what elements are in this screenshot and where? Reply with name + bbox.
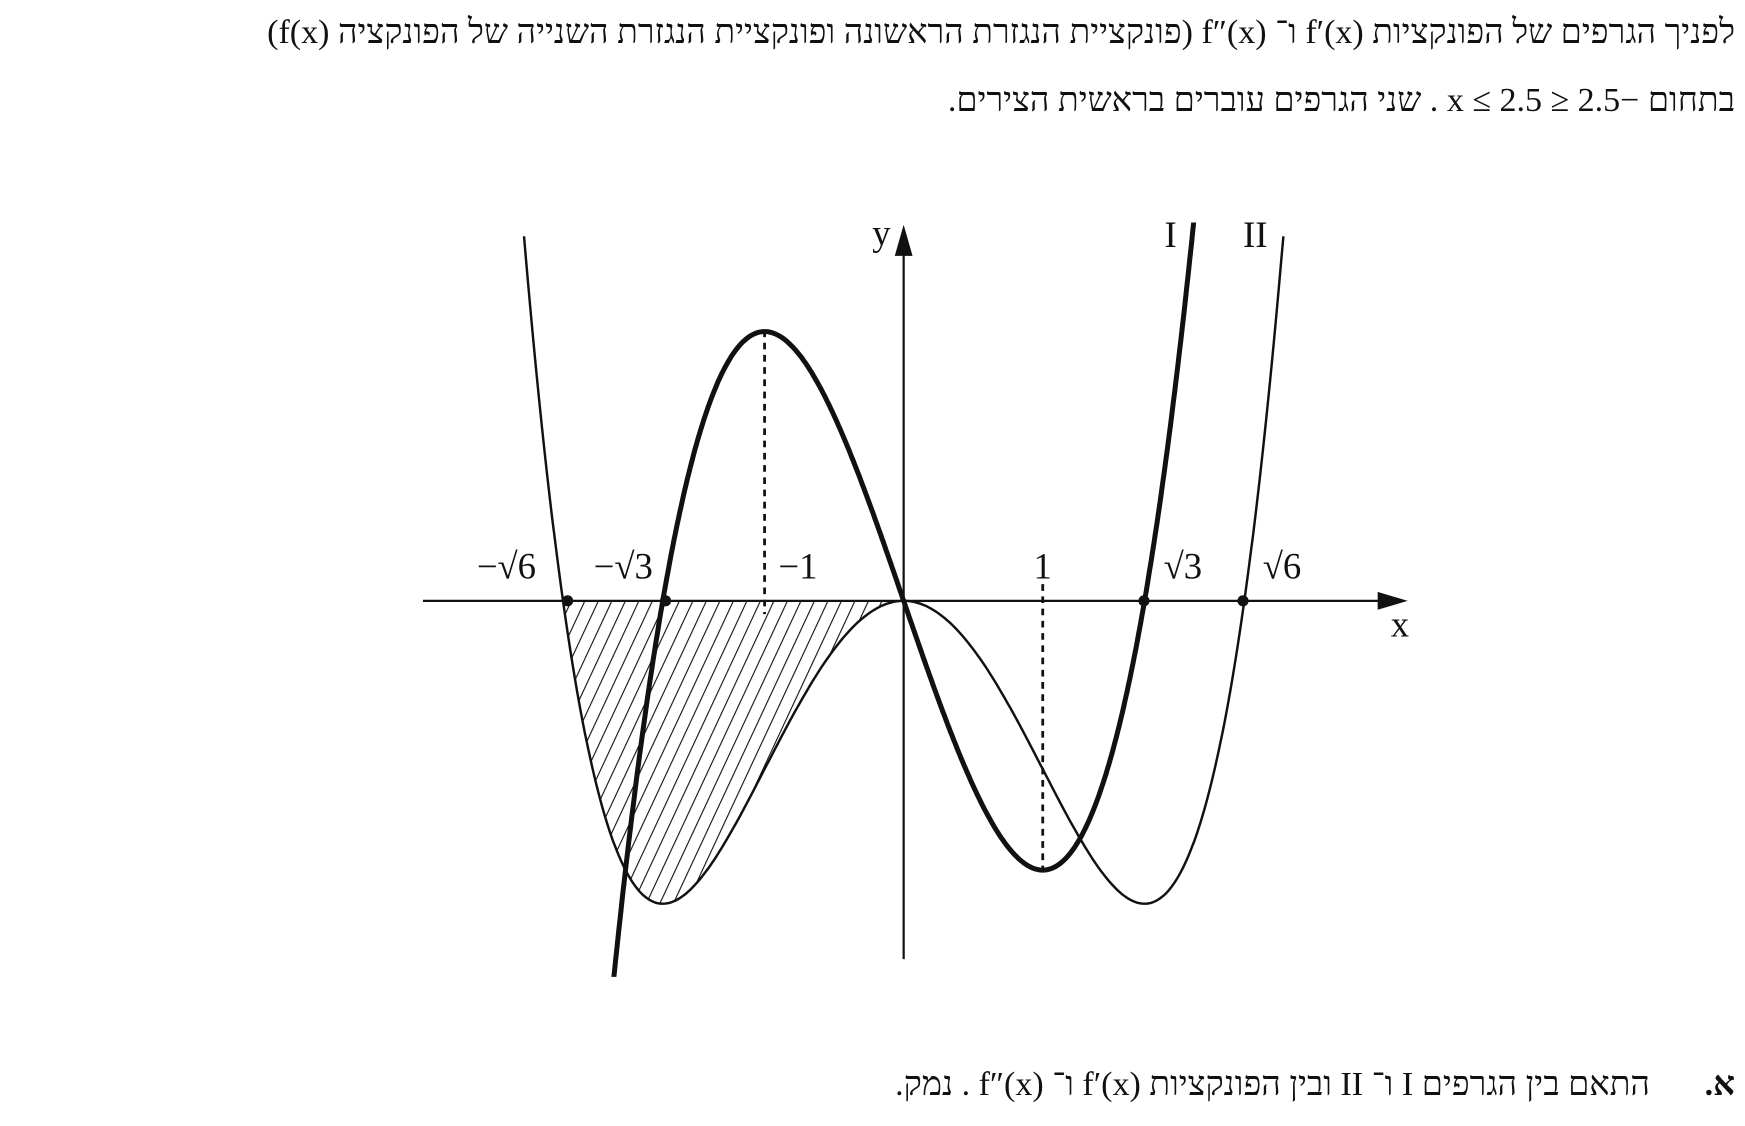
point [659,595,672,607]
curve-i [611,222,1197,977]
tick-label: −√6 [477,546,536,587]
hatched-area [562,600,904,904]
question-text: התאם בין הגרפים I ו־ II ובין הפונקציות f… [895,1066,1650,1103]
tick-label: −√3 [594,546,653,587]
y-arrow [894,224,913,256]
tick-label: √6 [1263,546,1302,587]
curve-label: I [1165,214,1177,255]
curve-label: II [1243,214,1267,255]
intro-line: לפניך הגרפים של הפונקציות f′(x) ו־ f″(x)… [267,14,1735,51]
intro-line: בתחום −2.5 ≤ x ≤ 2.5 . שני הגרפים עוברים… [947,82,1735,119]
point [1237,595,1249,607]
tick-label: 1 [1034,546,1052,587]
x-arrow [1377,591,1408,610]
question-marker: א. [1704,1066,1735,1103]
axis-label: y [872,212,891,253]
tick-label: −1 [778,546,817,587]
point [562,595,574,607]
tick-label: √3 [1164,546,1203,587]
axis-label: x [1391,603,1409,644]
point [1138,595,1150,607]
